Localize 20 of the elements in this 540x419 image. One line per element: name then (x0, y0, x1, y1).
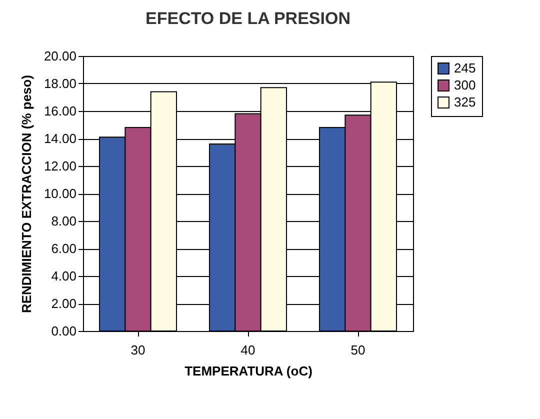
y-axis-title: RENDIMIENTO EXTRACCION (% peso) (18, 74, 34, 314)
chart-title: EFECTO DE LA PRESION (146, 9, 350, 28)
y-tick-label: 14.00 (44, 131, 76, 146)
y-tick-label: 0.00 (51, 324, 76, 338)
y-tick-label: 16.00 (44, 104, 76, 118)
x-tick-label: 40 (240, 342, 256, 358)
y-tick-label: 2.00 (51, 296, 76, 311)
y-tick-label: 18.00 (44, 76, 76, 91)
legend-label: 300 (454, 78, 476, 92)
y-tick-label: 4.00 (51, 268, 76, 284)
y-tick-label: 8.00 (51, 214, 76, 228)
x-tick-label: 30 (130, 342, 146, 358)
y-tick-label: 20.00 (44, 48, 76, 64)
y-tick-label: 6.00 (51, 241, 76, 256)
legend-label: 245 (454, 60, 476, 76)
x-axis-title: TEMPERATURA (oC) (184, 364, 312, 378)
x-tick-label: 50 (350, 342, 366, 358)
legend-label: 325 (454, 94, 476, 110)
y-tick-label: 12.00 (44, 158, 76, 174)
y-tick-label: 10.00 (44, 186, 76, 201)
